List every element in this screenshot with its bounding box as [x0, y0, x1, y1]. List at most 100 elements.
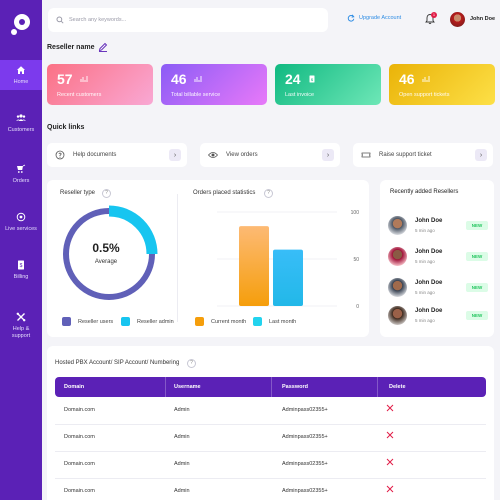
notification-badge: 1 — [431, 12, 437, 18]
sidebar: Home Customers Orders Live services $ Bi… — [0, 0, 42, 500]
legend-current-month: Current month — [195, 317, 246, 326]
stat-card-recent-customers[interactable]: 57 Recent customers — [47, 64, 153, 105]
recent-resellers-panel: Recently added Resellers John Doe 5 min … — [380, 180, 494, 337]
stat-card-billable-service[interactable]: 46 Total billable service — [161, 64, 267, 105]
cell-domain: Domain.com — [64, 488, 95, 494]
tools-icon — [16, 312, 26, 322]
legend-swatch — [121, 317, 130, 326]
list-item[interactable]: John Doe 5 min ago NEW — [388, 247, 488, 269]
table-row[interactable]: Domain.com Admin Adminpass02355+ — [55, 398, 486, 425]
avatar — [388, 216, 407, 235]
search-input[interactable]: Search any keywords... — [48, 8, 328, 32]
svg-text:$: $ — [20, 263, 23, 269]
cell-password: Adminpass02355+ — [282, 461, 328, 467]
bar-current-month[interactable] — [239, 226, 269, 306]
billing-icon: $ — [18, 260, 24, 270]
y-tick-label: 0 — [356, 304, 359, 310]
users-icon — [16, 114, 26, 121]
avatar — [388, 247, 407, 266]
new-badge: NEW — [466, 221, 488, 230]
legend-swatch — [62, 317, 71, 326]
delete-icon[interactable] — [386, 458, 394, 466]
reseller-type-title: Reseller type — [60, 190, 96, 196]
column-header-password[interactable]: Password — [282, 384, 308, 390]
legend-last-month: Last month — [253, 317, 296, 326]
stats-icon — [422, 76, 430, 82]
new-badge: NEW — [466, 311, 488, 320]
sidebar-item-home[interactable]: Home — [0, 60, 42, 90]
chevron-right-icon[interactable]: › — [322, 149, 334, 161]
invoice-icon: $ — [309, 75, 315, 83]
eye-icon — [208, 152, 218, 158]
cell-domain: Domain.com — [64, 434, 95, 440]
stats-icon — [80, 76, 88, 82]
sidebar-item-live-services[interactable]: Live services — [0, 212, 42, 233]
quick-link-help-documents[interactable]: Help documents › — [47, 143, 187, 167]
stat-value: 57 — [57, 71, 73, 87]
list-item[interactable]: John Doe 5 min ago NEW — [388, 306, 488, 328]
delete-icon[interactable] — [386, 485, 394, 493]
new-badge: NEW — [466, 283, 488, 292]
reseller-time: 5 min ago — [415, 228, 435, 233]
info-icon[interactable]: ? — [187, 359, 196, 368]
delete-icon[interactable] — [386, 431, 394, 439]
legend-reseller-users: Reseller users — [62, 317, 113, 326]
y-tick-label: 50 — [353, 257, 359, 263]
table-row[interactable]: Domain.com Admin Adminpass02355+ — [55, 425, 486, 452]
user-name[interactable]: John Doe — [470, 16, 496, 22]
stat-value: 24 — [285, 71, 301, 87]
sidebar-item-label: Billing — [13, 274, 29, 280]
quick-link-view-orders[interactable]: View orders › — [200, 143, 340, 167]
sidebar-item-label: Home — [13, 79, 29, 85]
orders-icon — [17, 164, 26, 173]
delete-icon[interactable] — [386, 404, 394, 412]
list-item[interactable]: John Doe 5 min ago NEW — [388, 278, 488, 300]
sidebar-item-help-support[interactable]: Help & support — [0, 312, 42, 340]
edit-icon[interactable] — [98, 42, 108, 52]
sidebar-item-billing[interactable]: $ Billing — [0, 260, 42, 281]
upgrade-account-link[interactable]: Upgrade Account — [347, 14, 401, 22]
logo-icon[interactable] — [9, 12, 33, 36]
stat-label: Last invoice — [285, 92, 315, 98]
chevron-right-icon[interactable]: › — [475, 149, 487, 161]
svg-text:$: $ — [311, 77, 314, 82]
stat-label: Open support tickets — [399, 92, 450, 98]
quick-link-label: Help documents — [73, 152, 117, 158]
quick-link-label: View orders — [226, 152, 258, 158]
divider — [177, 194, 178, 322]
reseller-name: John Doe — [415, 218, 443, 224]
sidebar-item-label: Live services — [5, 226, 37, 232]
info-icon[interactable]: ? — [264, 189, 273, 198]
quick-link-raise-ticket[interactable]: Raise support ticket › — [353, 143, 493, 167]
legend-swatch — [195, 317, 204, 326]
table-row[interactable]: Domain.com Admin Adminpass02355+ — [55, 479, 486, 500]
list-item[interactable]: John Doe 5 min ago NEW — [388, 216, 488, 238]
home-icon — [17, 66, 25, 74]
sidebar-item-orders[interactable]: Orders — [0, 164, 42, 185]
orders-stats-title: Orders placed statistics — [193, 190, 256, 196]
info-icon[interactable]: ? — [102, 189, 111, 198]
refresh-icon — [347, 14, 355, 22]
stat-card-open-tickets[interactable]: 46 Open support tickets — [389, 64, 495, 105]
column-header-domain[interactable]: Domain — [64, 384, 85, 390]
avatar[interactable] — [450, 12, 465, 27]
ticket-icon — [361, 152, 371, 158]
avatar — [388, 278, 407, 297]
new-badge: NEW — [466, 252, 488, 261]
donut-percent: 0.5% — [92, 241, 120, 255]
cell-username: Admin — [174, 407, 190, 413]
legend-label: Last month — [269, 318, 297, 325]
sidebar-item-customers[interactable]: Customers — [0, 113, 42, 134]
stat-card-last-invoice[interactable]: 24 $ Last invoice — [275, 64, 381, 105]
bar-last-month[interactable] — [273, 249, 303, 306]
table-title: Hosted PBX Account/ SIP Account/ Numberi… — [55, 360, 180, 366]
table-row[interactable]: Domain.com Admin Adminpass02355+ — [55, 452, 486, 479]
cell-username: Admin — [174, 488, 190, 494]
column-header-username[interactable]: Username — [174, 384, 201, 390]
column-header-delete[interactable]: Delete — [389, 384, 406, 390]
live-services-icon — [16, 212, 26, 222]
pbx-accounts-section: Hosted PBX Account/ SIP Account/ Numberi… — [47, 346, 494, 500]
donut-caption: Average — [94, 259, 118, 265]
chevron-right-icon[interactable]: › — [169, 149, 181, 161]
stats-icon — [194, 76, 202, 82]
